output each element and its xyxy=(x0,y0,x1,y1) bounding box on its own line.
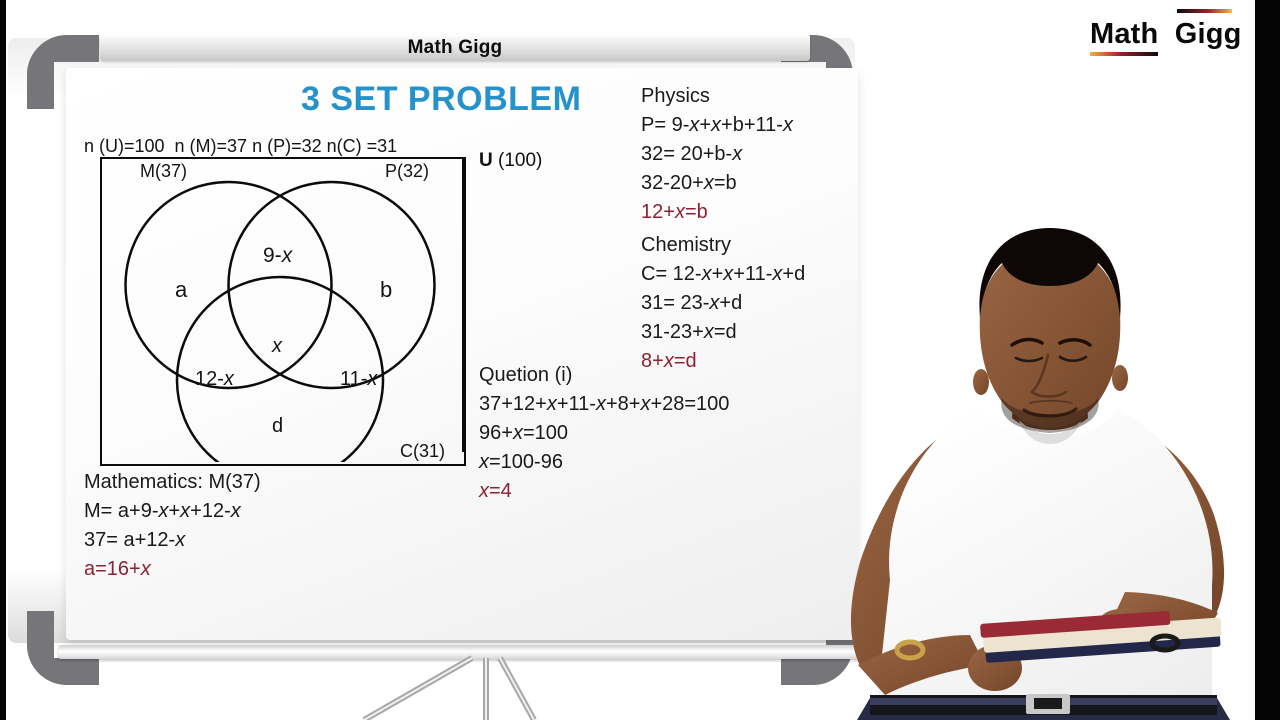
svg-text:12-x: 12-x xyxy=(195,368,235,390)
svg-text:9-x: 9-x xyxy=(263,244,294,267)
svg-text:d: d xyxy=(272,415,283,437)
svg-text:b: b xyxy=(380,277,392,302)
svg-text:a: a xyxy=(175,277,188,302)
svg-text:C(31): C(31) xyxy=(400,441,445,461)
svg-text:M(37): M(37) xyxy=(140,161,187,181)
svg-text:P(32): P(32) xyxy=(385,161,429,181)
svg-text:x: x xyxy=(271,335,283,357)
svg-text:11-x: 11-x xyxy=(340,368,378,390)
